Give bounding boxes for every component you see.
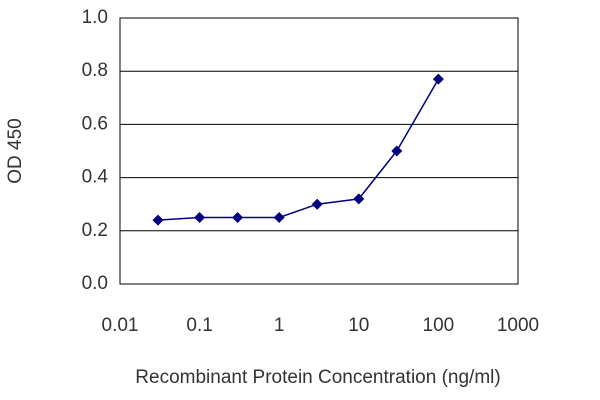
x-tick-label: 1 [274, 315, 285, 336]
plot-area [119, 17, 519, 285]
x-tick-label: 0.01 [102, 315, 139, 336]
data-point [311, 198, 323, 210]
data-point [273, 212, 285, 223]
data-point [194, 212, 206, 223]
data-line [157, 78, 440, 221]
y-axis-label: OD 450 [5, 118, 26, 183]
y-tick-label: 0.6 [82, 113, 108, 134]
data-point [232, 212, 244, 223]
data-point [432, 73, 444, 85]
y-tick-label: 0.0 [82, 273, 108, 294]
x-tick-label: 0.1 [186, 315, 212, 336]
x-tick-label: 100 [423, 315, 455, 336]
data-point [353, 193, 365, 205]
x-tick-label: 1000 [497, 315, 539, 336]
data-point [391, 145, 403, 157]
data-point [152, 214, 164, 226]
y-tick-label: 0.8 [82, 60, 108, 81]
y-tick-label: 0.4 [82, 167, 109, 188]
y-tick-label: 0.2 [82, 220, 108, 241]
x-axis-label: Recombinant Protein Concentration (ng/ml… [135, 367, 500, 388]
y-tick-label: 1.0 [82, 7, 108, 28]
x-tick-label: 10 [348, 315, 369, 336]
